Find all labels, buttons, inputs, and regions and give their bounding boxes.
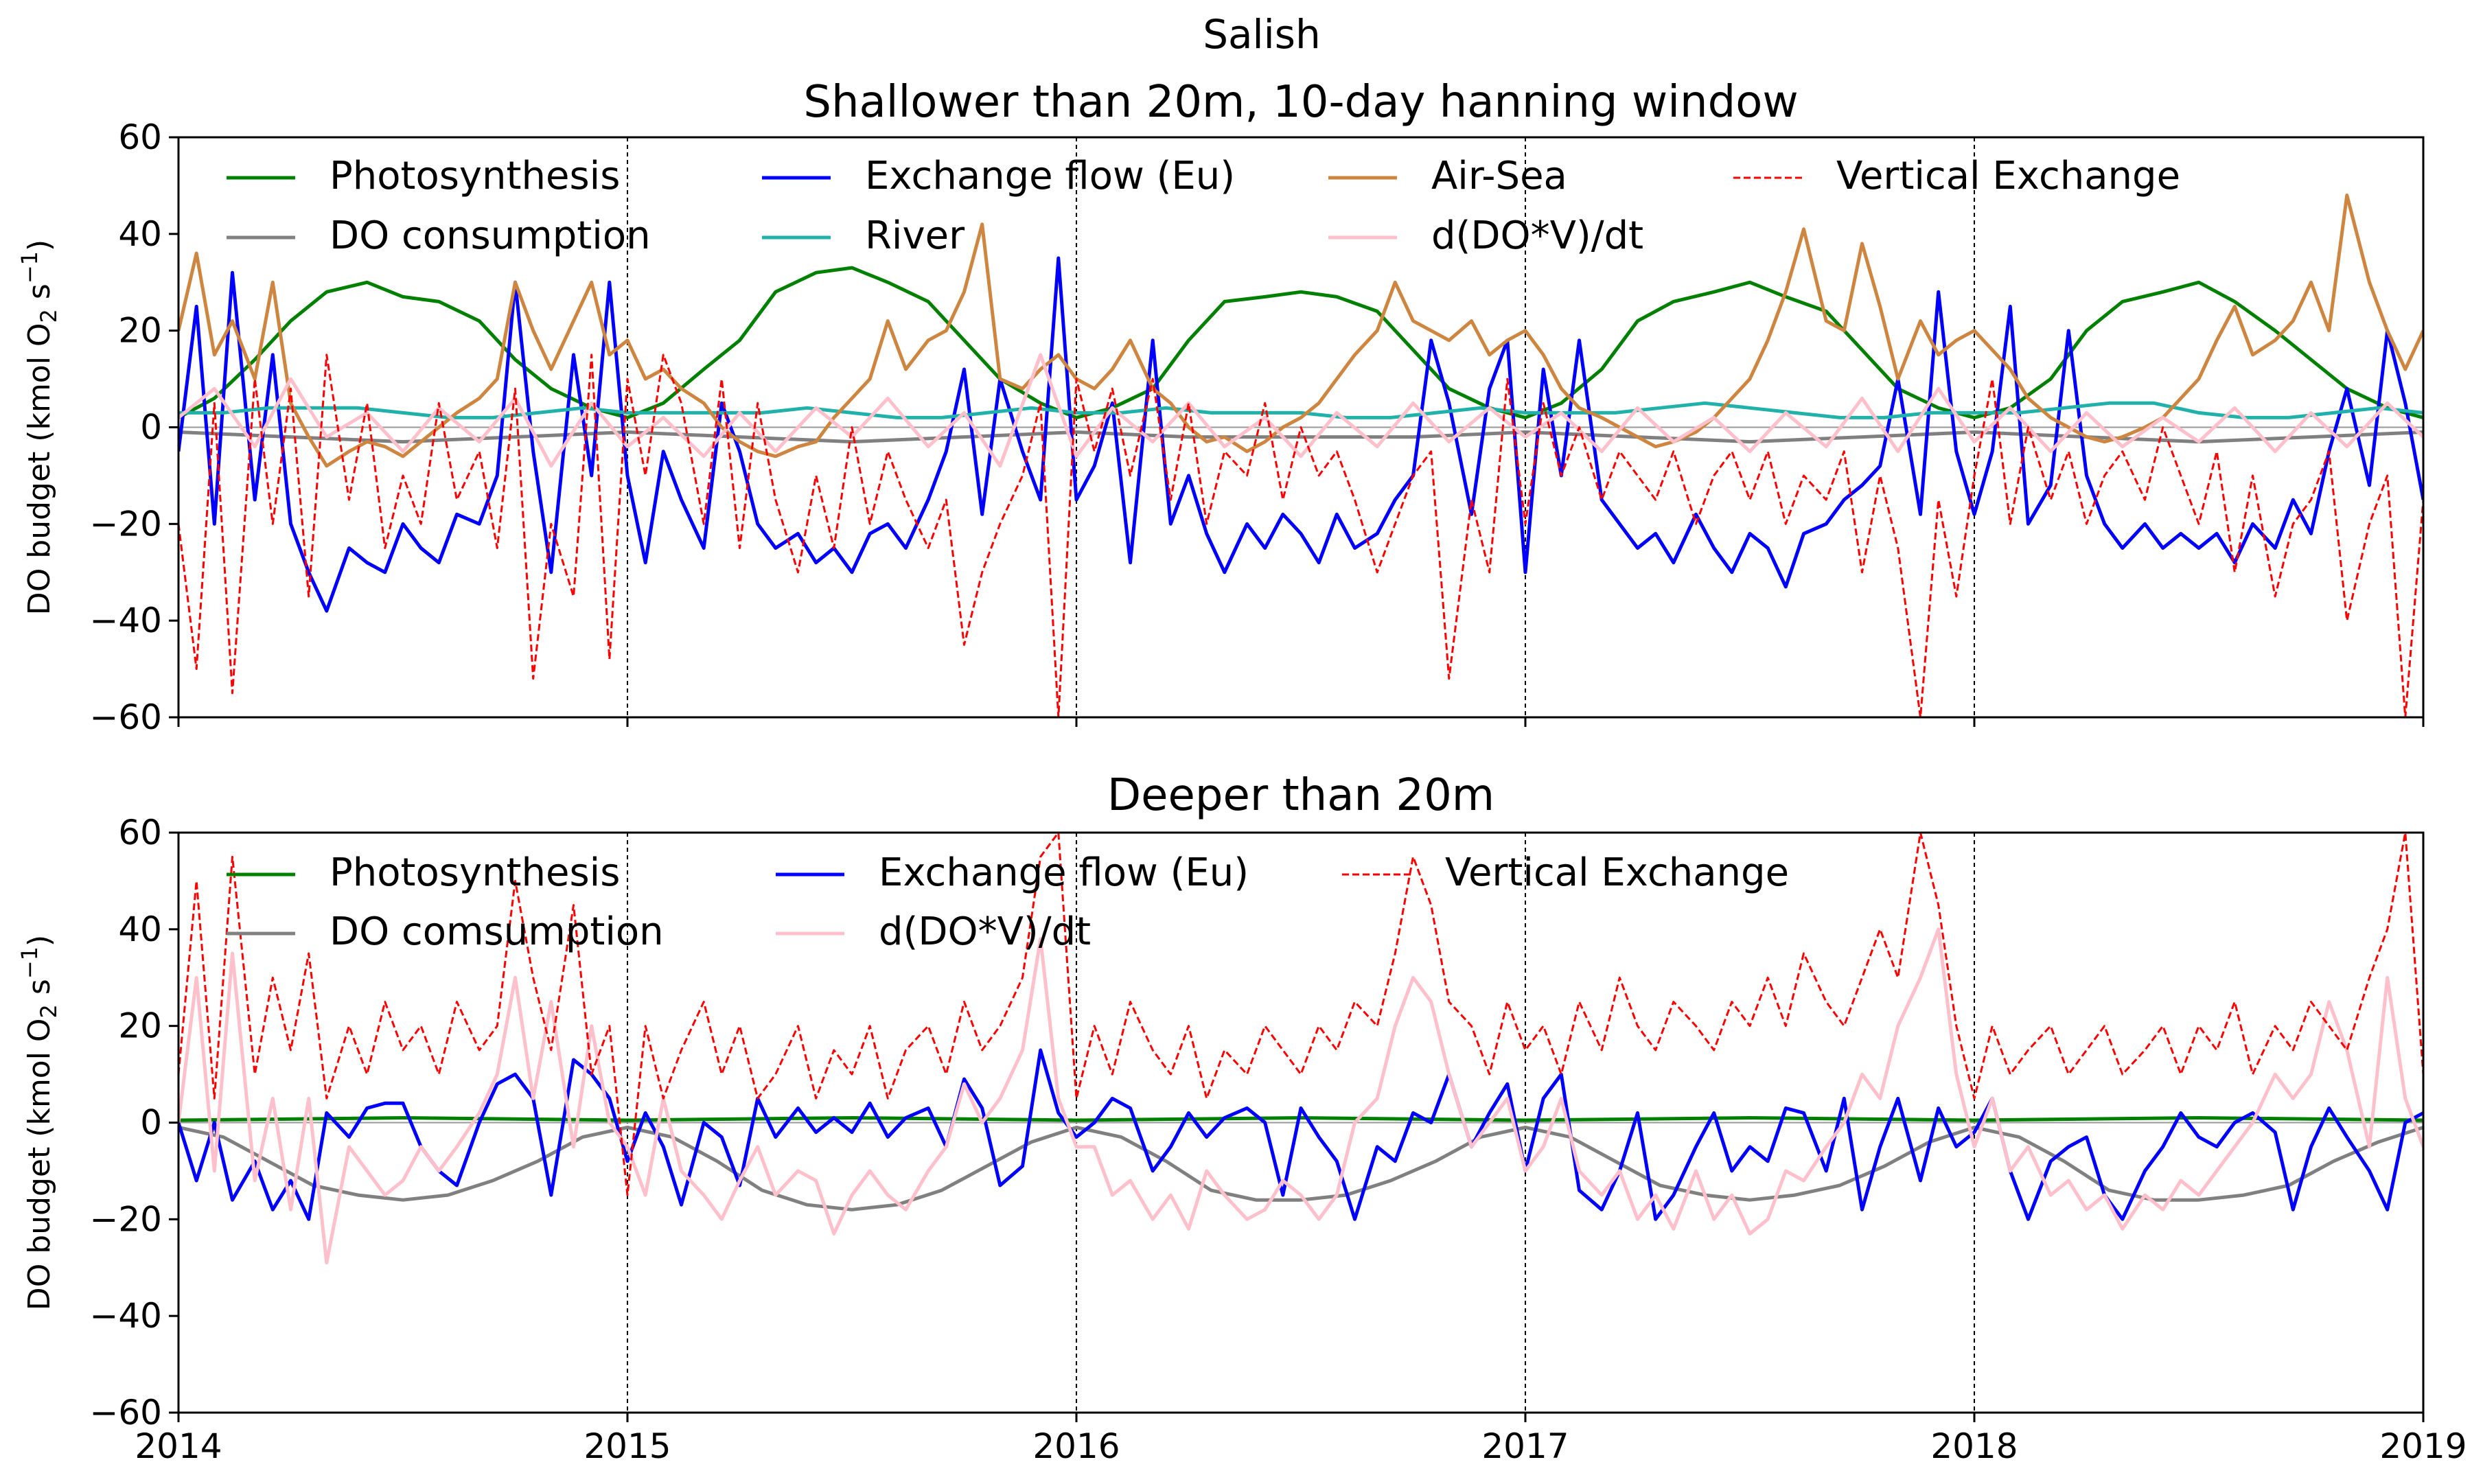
legend-item-photosynthesis: Photosynthesis bbox=[227, 154, 620, 198]
y-tick-label: 40 bbox=[118, 909, 162, 949]
legend-label: Exchange flow (Eu) bbox=[865, 154, 1235, 198]
figure-suptitle: Salish bbox=[1203, 11, 1321, 58]
y-tick-label: 20 bbox=[118, 311, 162, 351]
y-tick-label: 60 bbox=[118, 813, 162, 853]
series-line-ddt bbox=[178, 353, 2423, 468]
legend-label: d(DO*V)/dt bbox=[879, 909, 1091, 954]
series-line-photosynthesis bbox=[178, 1116, 2423, 1122]
y-axis-label: DO budget (kmol O2 s−1) bbox=[16, 935, 62, 1310]
legend-item-vertical: Vertical Exchange bbox=[1342, 850, 1789, 895]
series-line-exchange bbox=[178, 1048, 2423, 1221]
series-line-vertical bbox=[178, 833, 2423, 1196]
legend-item-vertical: Vertical Exchange bbox=[1733, 154, 2180, 198]
series-line-exchange bbox=[178, 256, 2423, 613]
series-line-consumption bbox=[178, 1126, 2423, 1211]
series-line-photosynthesis bbox=[178, 266, 2423, 419]
x-tick-label: 2016 bbox=[1032, 1426, 1120, 1466]
x-tick-label: 2017 bbox=[1481, 1426, 1569, 1466]
legend-item-exchange: Exchange flow (Eu) bbox=[776, 850, 1249, 895]
legend-label: Air-Sea bbox=[1431, 154, 1567, 198]
legend-label: Photosynthesis bbox=[330, 154, 620, 198]
legend-label: DO comsumption bbox=[330, 909, 664, 954]
legend-item-ddt: d(DO*V)/dt bbox=[1328, 213, 1643, 258]
legend-label: River bbox=[865, 213, 965, 258]
y-tick-label: −20 bbox=[89, 504, 162, 544]
legend-label: d(DO*V)/dt bbox=[1431, 213, 1643, 258]
y-tick-label: 40 bbox=[118, 214, 162, 254]
legend: Photosynthesis DO consumption Exchange flo… bbox=[227, 154, 2180, 258]
x-tick-label: 2015 bbox=[584, 1426, 671, 1466]
series-line-consumption bbox=[178, 430, 2423, 444]
legend-item-consumption: DO comsumption bbox=[227, 909, 664, 954]
panel-shallow: Shallower than 20m, 10-day hanning windo… bbox=[16, 77, 2425, 737]
y-tick-label: −40 bbox=[89, 1296, 162, 1336]
legend-item-ddt: d(DO*V)/dt bbox=[776, 909, 1091, 954]
y-axis-label: DO budget (kmol O2 s−1) bbox=[16, 240, 62, 615]
x-tick-label: 2018 bbox=[1930, 1426, 2018, 1466]
y-tick-label: −20 bbox=[89, 1199, 162, 1239]
series-line-river bbox=[178, 401, 2423, 419]
legend-label: Photosynthesis bbox=[330, 850, 620, 895]
panel-title: Shallower than 20m, 10-day hanning windo… bbox=[803, 77, 1798, 128]
legend-label: Vertical Exchange bbox=[1445, 850, 1789, 895]
x-tick-label: 2019 bbox=[2379, 1426, 2467, 1466]
series-group bbox=[178, 833, 2423, 1265]
series-line-airsea bbox=[178, 194, 2423, 468]
legend-label: Vertical Exchange bbox=[1836, 154, 2180, 198]
series-line-ddt bbox=[178, 927, 2423, 1265]
legend-item-exchange: Exchange flow (Eu) bbox=[762, 154, 1235, 198]
legend: Photosynthesis DO comsumption Exchange flo… bbox=[227, 850, 1789, 954]
legend-item-consumption: DO consumption bbox=[227, 213, 651, 258]
y-tick-label: 60 bbox=[118, 117, 162, 157]
y-tick-label: −60 bbox=[89, 1393, 162, 1433]
x-tick-label: 2014 bbox=[135, 1426, 222, 1466]
series-group bbox=[178, 194, 2423, 717]
legend-item-river: River bbox=[762, 213, 965, 258]
y-tick-label: 20 bbox=[118, 1006, 162, 1046]
series-line-vertical bbox=[178, 353, 2423, 717]
legend-item-photosynthesis: Photosynthesis bbox=[227, 850, 620, 895]
legend-label: DO consumption bbox=[330, 213, 651, 258]
legend-label: Exchange flow (Eu) bbox=[879, 850, 1249, 895]
y-tick-label: 0 bbox=[140, 1103, 162, 1143]
y-tick-label: −40 bbox=[89, 601, 162, 640]
legend-item-airsea: Air-Sea bbox=[1328, 154, 1567, 198]
y-tick-label: −60 bbox=[89, 697, 162, 737]
panel-title: Deeper than 20m bbox=[1107, 770, 1494, 821]
y-tick-label: 0 bbox=[140, 408, 162, 448]
